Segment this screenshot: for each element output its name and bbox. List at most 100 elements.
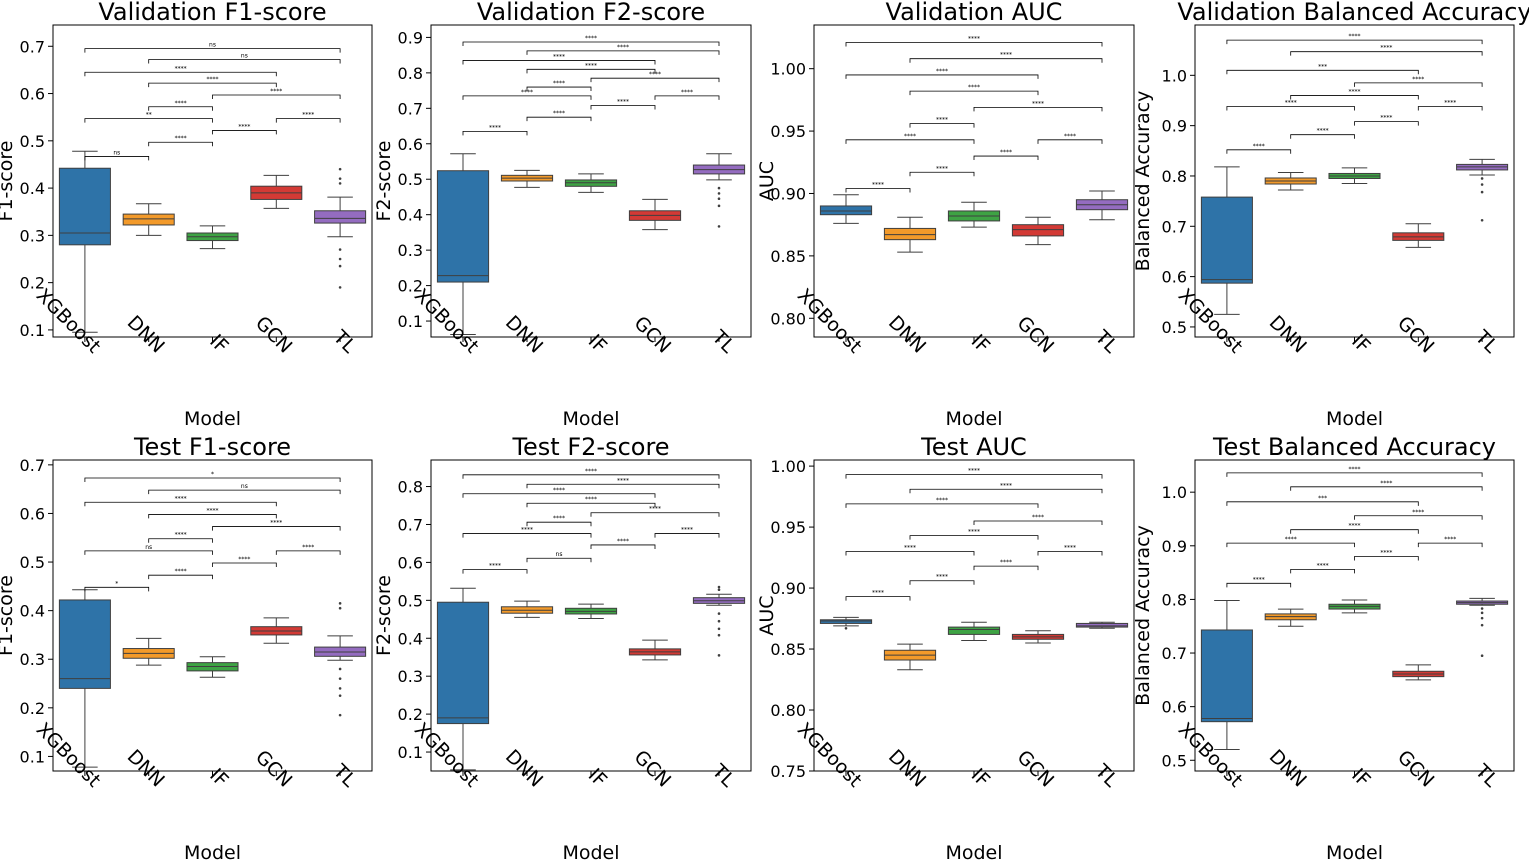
significance-bracket: **** (212, 556, 277, 568)
significance-label: **** (1064, 544, 1076, 551)
significance-label: **** (175, 568, 187, 575)
outlier-point (338, 606, 342, 610)
significance-label: **** (617, 44, 629, 51)
significance-label: **** (936, 497, 948, 504)
bracket-line (654, 95, 720, 100)
significance-label: **** (585, 468, 597, 475)
bracket-line (1037, 139, 1103, 144)
significance-bracket: **** (212, 123, 277, 135)
chart-title: Validation Balanced Accuracy (1177, 0, 1529, 26)
bracket-line (909, 488, 1103, 494)
outlier-point (1480, 616, 1484, 620)
significance-label: *** (1318, 495, 1327, 502)
outlier-point (717, 204, 721, 208)
significance-bracket: *** (1226, 63, 1419, 75)
subplot-test-balanced-accuracy: Test Balanced Accuracy 0.5 0.6 0.7 0.8 0.9 1.0… (1132, 433, 1515, 861)
bracket-line (590, 77, 720, 83)
significance-bracket: **** (1290, 523, 1419, 534)
bracket-line (84, 477, 341, 482)
bracket-line (526, 502, 656, 508)
significance-label: **** (1380, 550, 1392, 557)
significance-label: ns (556, 551, 563, 558)
bracket-line (845, 596, 911, 601)
significance-bracket: **** (526, 80, 592, 92)
bracket-line (212, 526, 341, 531)
bracket-line (148, 141, 213, 147)
significance-label: * (211, 471, 214, 478)
outlier-point (717, 633, 721, 637)
box-gcn (1392, 223, 1445, 248)
significance-bracket: * (84, 471, 341, 482)
significance-bracket: **** (1417, 100, 1483, 111)
x-tick-label: IF (584, 764, 611, 791)
significance-bracket: **** (1290, 88, 1419, 100)
outlier-point (338, 182, 342, 185)
significance-bracket: **** (1290, 562, 1355, 574)
x-tick-label: GCN (630, 746, 675, 791)
y-tick-label: 0.80 (770, 309, 806, 328)
bracket-line (1354, 121, 1419, 126)
x-tick-label: DNN (501, 312, 547, 358)
x-axis-label: Model (184, 408, 241, 430)
bracket-line (845, 551, 975, 556)
significance-label: **** (617, 98, 629, 105)
box-xgboost (436, 153, 490, 336)
y-axis-label: AUC (756, 161, 778, 201)
outlier-point (717, 186, 721, 190)
significance-bracket: **** (909, 529, 1039, 540)
bracket-line (909, 90, 1039, 96)
bracket-line (973, 565, 1039, 571)
significance-label: **** (1412, 509, 1424, 516)
box-dnn (122, 637, 175, 666)
significance-bracket: **** (845, 544, 975, 556)
box-iqr (122, 213, 175, 226)
y-axis-label: F2-score (373, 575, 395, 656)
y-tick-label: 0.1 (20, 747, 45, 766)
x-tick-label: DNN (1265, 746, 1311, 792)
box-xgboost (58, 150, 111, 333)
significance-bracket: * (84, 580, 150, 592)
x-tick-label: TL (707, 760, 739, 792)
x-tick-label: IF (205, 764, 232, 791)
significance-bracket: **** (590, 71, 720, 83)
significance-bracket: **** (148, 532, 213, 543)
bracket-line (84, 71, 277, 77)
significance-label: **** (1349, 33, 1361, 40)
box-if (186, 656, 239, 678)
y-tick-label: 0.2 (398, 705, 423, 724)
bracket-line (275, 118, 341, 123)
bracket-line (845, 42, 1103, 47)
y-tick-label: 0.8 (1162, 167, 1187, 186)
significance-bracket: **** (1226, 536, 1355, 548)
significance-bracket: **** (1226, 100, 1355, 111)
bracket-line (1290, 486, 1483, 491)
y-axis-label: AUC (756, 595, 778, 635)
significance-label: **** (1317, 128, 1329, 135)
significance-bracket: **** (909, 52, 1103, 63)
significance-bracket: **** (212, 520, 341, 531)
significance-label: **** (904, 133, 916, 140)
significance-bracket: **** (909, 165, 975, 177)
significance-label: **** (302, 112, 314, 119)
significance-bracket: **** (845, 181, 911, 193)
significance-label: ns (145, 544, 152, 551)
bracket-line (909, 58, 1103, 63)
significance-label: **** (238, 123, 250, 130)
significance-label: **** (936, 68, 948, 75)
outlier-point (338, 602, 342, 605)
significance-label: **** (553, 80, 565, 87)
significance-bracket: **** (1290, 45, 1483, 56)
bracket-line (212, 562, 277, 568)
significance-label: **** (1380, 115, 1392, 122)
x-tick-label: TL (328, 326, 360, 358)
outlier-point (1480, 218, 1484, 222)
x-axis-label: Model (945, 408, 1002, 430)
significance-bracket: **** (1037, 133, 1103, 144)
significance-label: **** (270, 88, 282, 95)
significance-label: ns (209, 42, 216, 49)
x-tick-label: IF (967, 764, 994, 791)
bracket-line (1226, 582, 1292, 588)
bracket-line (845, 503, 1039, 508)
significance-bracket: **** (148, 100, 213, 111)
